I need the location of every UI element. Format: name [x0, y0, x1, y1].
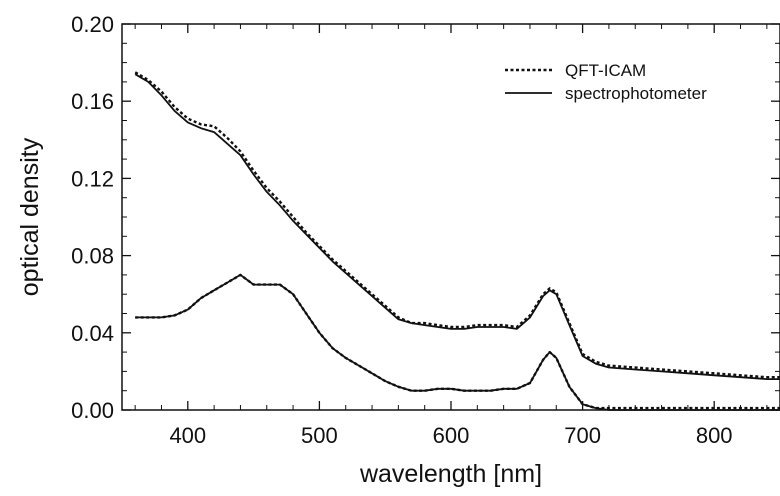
y-tick-label: 0.08: [71, 244, 114, 269]
x-tick-label: 600: [433, 423, 470, 448]
y-tick-label: 0.12: [71, 166, 114, 191]
x-tick-label: 500: [301, 423, 338, 448]
y-tick-label: 0.16: [71, 89, 114, 114]
series-line-lower-qft-icam: [135, 273, 780, 410]
axis-layer: 400 500 600 700 800 0.00 0.04 0.08 0.12 0.16 0.20: [71, 12, 780, 448]
series-layer: [134, 71, 780, 411]
series-line-upper-spectrophotometer: [134, 73, 780, 381]
x-tick-label: 400: [169, 423, 206, 448]
x-tick-label: 700: [564, 423, 601, 448]
x-tick-label: 800: [696, 423, 733, 448]
legend-label: QFT-ICAM: [565, 61, 646, 80]
x-axis-title: wavelength [nm]: [359, 460, 542, 488]
legend: QFT-ICAM spectrophotometer: [505, 61, 707, 103]
legend-label: spectrophotometer: [565, 84, 707, 103]
y-tick-label: 0.00: [71, 398, 114, 423]
y-tick-label: 0.20: [71, 12, 114, 37]
y-tick-label: 0.04: [71, 321, 114, 346]
series-line-lower-spectrophotometer: [135, 273, 780, 411]
y-axis-title: optical density: [16, 137, 44, 296]
plot-frame: [121, 23, 780, 411]
series-line-upper-qft-icam: [134, 71, 780, 379]
